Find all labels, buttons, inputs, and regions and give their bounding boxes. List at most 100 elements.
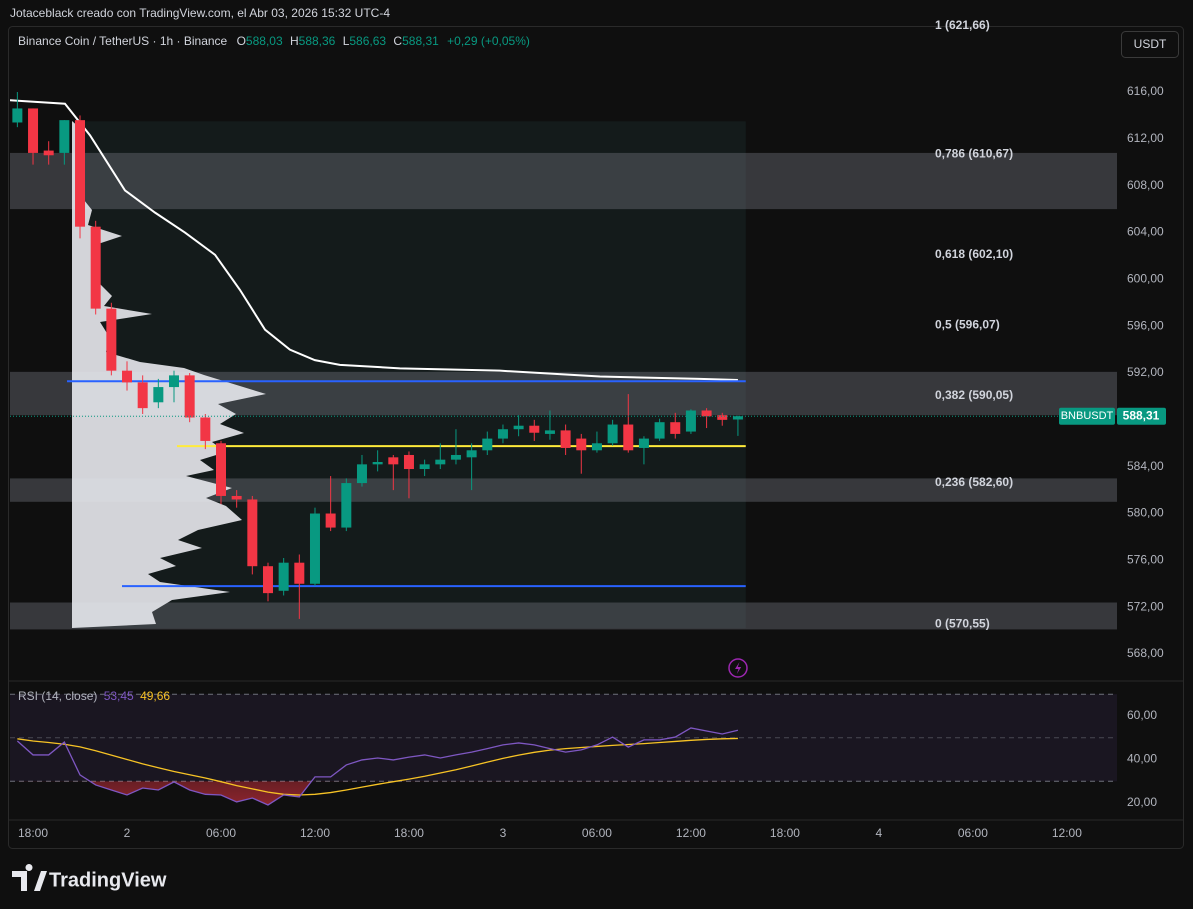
candle-body: [717, 415, 728, 420]
y-tick-label: 600,00: [1127, 272, 1164, 286]
x-tick-label: 12:00: [1052, 826, 1082, 840]
y-tick-label: 596,00: [1127, 318, 1164, 332]
candle-body: [513, 425, 524, 430]
y-tick-label: 580,00: [1127, 506, 1164, 520]
candle-body: [106, 308, 117, 371]
x-tick-label: 2: [124, 826, 131, 840]
rsi-legend: RSI (14, close) 53,45 49,66: [18, 689, 170, 703]
change: +0,29 (+0,05%): [447, 34, 530, 48]
ohlc-key: C: [393, 34, 402, 48]
candle-body: [325, 513, 336, 528]
fib-label: 0,786 (610,67): [935, 147, 1013, 161]
last-price-tag: [1117, 407, 1166, 425]
fib-label: 0 (570,55): [935, 616, 990, 630]
candle-body: [184, 375, 195, 418]
candle-body: [262, 566, 273, 594]
y-tick-label: 572,00: [1127, 599, 1164, 613]
y-tick-label: 612,00: [1127, 131, 1164, 145]
candle-body: [341, 483, 352, 528]
x-tick-label: 06:00: [582, 826, 612, 840]
fib-zone: [10, 602, 1117, 630]
x-tick-label: 18:00: [770, 826, 800, 840]
ohlc-value: 586,63: [349, 34, 386, 48]
rsi-ma-value: 49,66: [140, 689, 170, 703]
candle-body: [466, 450, 477, 458]
candle-body: [12, 108, 23, 123]
ohlc-key: H: [290, 34, 299, 48]
candle-body: [482, 438, 493, 451]
candle-body: [372, 462, 383, 465]
ohlc-value: 588,31: [402, 34, 439, 48]
brand-logo: TradingView: [12, 864, 167, 891]
alert-bolt[interactable]: [735, 662, 742, 674]
fib-label: 0,618 (602,10): [935, 247, 1013, 261]
fib-zone: [10, 478, 1117, 502]
attribution: Jotaceblack creado con TradingView.com, …: [10, 6, 390, 20]
candle-body: [544, 430, 555, 434]
symbol-tag: [1059, 407, 1115, 425]
candle-body: [591, 443, 602, 451]
ohlc-key: O: [237, 34, 246, 48]
y-tick-label: 608,00: [1127, 178, 1164, 192]
y-tick-label: 616,00: [1127, 84, 1164, 98]
candle-body: [607, 424, 618, 444]
alert-circle[interactable]: [728, 658, 748, 678]
y-tick-label: 60,00: [1127, 708, 1157, 722]
rsi-line: [17, 737, 738, 796]
candle-body: [122, 370, 133, 383]
x-tick-label: 12:00: [300, 826, 330, 840]
candle-body: [294, 562, 305, 584]
fib-label: 0,236 (582,60): [935, 475, 1013, 489]
candle-body: [497, 429, 508, 439]
candle-body: [153, 387, 164, 403]
candle-body: [419, 464, 430, 470]
rsi-line: [16, 727, 739, 806]
candle-body: [388, 457, 399, 465]
candle-body: [278, 562, 289, 591]
candle-body: [623, 424, 634, 451]
x-tick-label: 18:00: [394, 826, 424, 840]
candle-body: [200, 417, 211, 441]
ohlc-value: 588,03: [246, 34, 283, 48]
y-tick-label: 20,00: [1127, 795, 1157, 809]
y-tick-label: 568,00: [1127, 646, 1164, 660]
y-tick-label: 576,00: [1127, 553, 1164, 567]
chart-frame: [8, 26, 1184, 849]
ohlc-value: 588,36: [299, 34, 336, 48]
candle-body: [576, 438, 587, 451]
fib-label: 1 (621,66): [935, 18, 990, 32]
candle-body: [654, 422, 665, 439]
x-tick-label: 06:00: [206, 826, 236, 840]
candle-body: [701, 410, 712, 417]
brand-name: TradingView: [49, 869, 167, 891]
candle-body: [670, 422, 681, 434]
price-pane: [10, 92, 1117, 630]
currency-button[interactable]: [1121, 31, 1179, 58]
candle-body: [247, 499, 258, 567]
symbol: Binance Coin / TetherUS · 1h · Binance: [18, 34, 228, 48]
candle-body: [560, 430, 571, 448]
candle-body: [309, 513, 320, 584]
candle-body: [356, 464, 367, 484]
candle-body: [137, 382, 148, 409]
alert-icon[interactable]: [728, 658, 748, 678]
y-tick-label: 40,00: [1127, 752, 1157, 766]
x-tick-label: 18:00: [18, 826, 48, 840]
fib-zone: [10, 152, 1117, 210]
volume-profile: [72, 121, 266, 628]
candle-body: [215, 443, 226, 496]
symbol-tag-label: BNBUSDT: [1061, 410, 1114, 422]
candle-body: [403, 454, 414, 470]
legend: Binance Coin / TetherUS · 1h · Binance O…: [18, 34, 530, 48]
candle-body: [59, 120, 70, 153]
currency-label[interactable]: USDT: [1134, 37, 1167, 51]
candle-body: [732, 416, 743, 420]
candle-body: [529, 425, 540, 433]
rsi-pane: [10, 693, 1117, 806]
rsi-value: 53,45: [104, 689, 134, 703]
x-tick-label: 3: [500, 826, 507, 840]
candle-body: [43, 150, 54, 156]
y-tick-label: 604,00: [1127, 225, 1164, 239]
candle-body: [90, 226, 101, 309]
